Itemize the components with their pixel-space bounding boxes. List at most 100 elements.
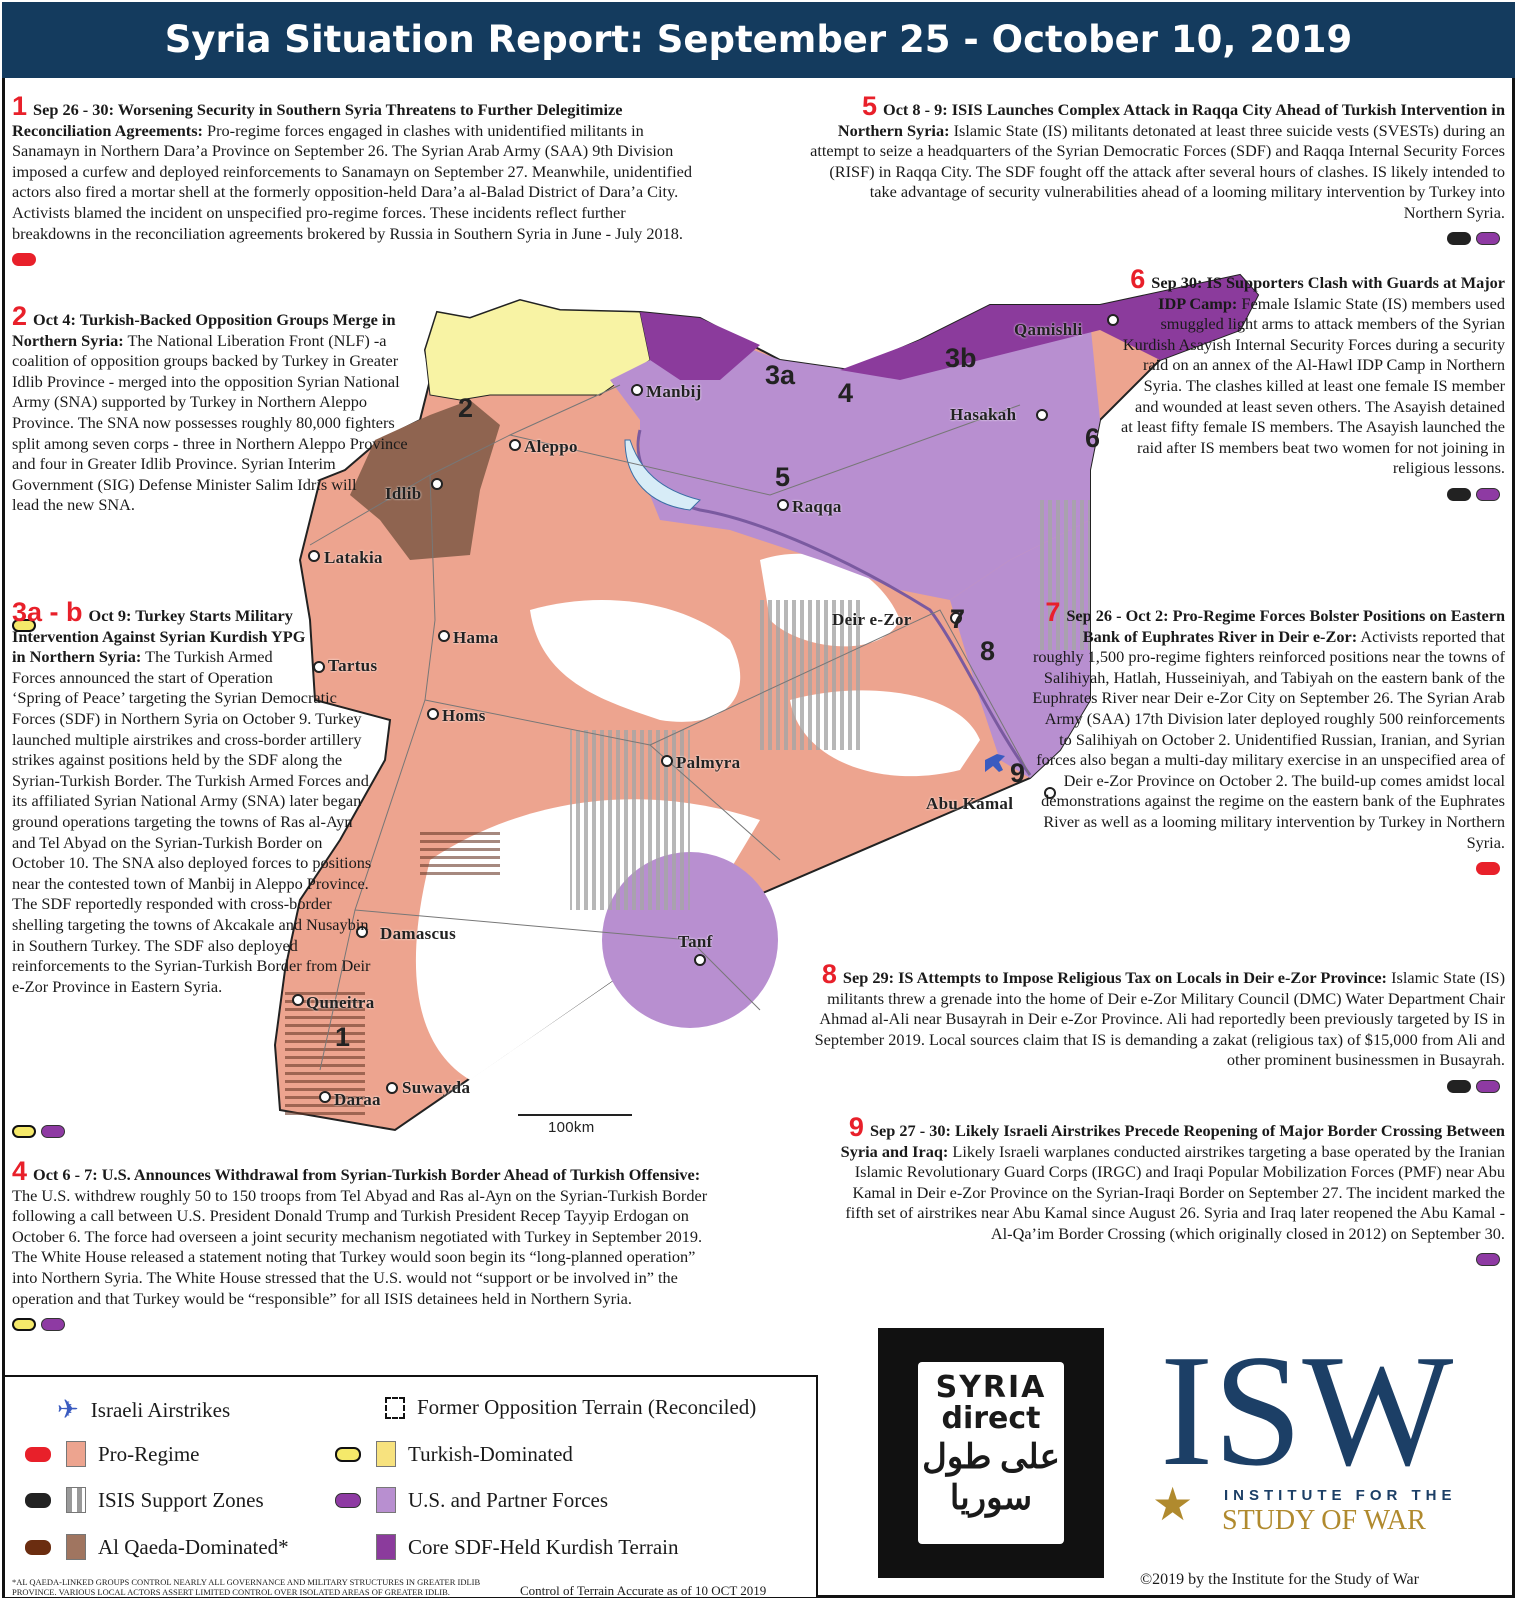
event-9: 9 Sep 27 - 30: Likely Israeli Airstrikes … xyxy=(835,1114,1505,1267)
core-sdf-area xyxy=(640,312,760,380)
text-wrap-spacer xyxy=(282,985,374,1120)
legend-label: Al Qaeda-Dominated* xyxy=(98,1534,289,1559)
event-number: 1 xyxy=(12,91,28,121)
map-event-label: 2 xyxy=(458,393,474,423)
event-headline: Oct 6 - 7: U.S. Announces Withdrawal fro… xyxy=(33,1165,701,1184)
map-event-label: 4 xyxy=(838,378,854,408)
al-qaeda-swatch xyxy=(66,1534,86,1560)
event-body: The U.S. withdrew roughly 50 to 150 troo… xyxy=(12,1185,708,1308)
event-number: 6 xyxy=(1130,264,1146,294)
map-event-label: 6 xyxy=(1085,423,1101,453)
event-number: 8 xyxy=(821,959,837,989)
event-number: 7 xyxy=(1045,597,1061,627)
pro-regime-marker xyxy=(1476,861,1500,875)
city-label: Idlib xyxy=(385,484,422,503)
city-label: Raqqa xyxy=(792,497,842,516)
event-body: Likely Israeli warplanes conducted airst… xyxy=(845,1141,1505,1243)
event-number: 4 xyxy=(12,1156,28,1186)
isis-marker xyxy=(1447,487,1471,501)
legend-item: ISIS Support Zones xyxy=(25,1487,264,1513)
legend-item: Core SDF-Held Kurdish Terrain xyxy=(366,1534,679,1560)
pro-regime-dot xyxy=(25,1446,51,1462)
city-label: Damascus xyxy=(380,924,457,943)
turkish-dot xyxy=(335,1446,361,1462)
turkish-swatch xyxy=(376,1441,396,1467)
legend-item: U.S. and Partner Forces xyxy=(335,1487,608,1513)
control-note: Control of Terrain Accurate as of 10 OCT… xyxy=(520,1583,767,1598)
legend-item: Turkish-Dominated xyxy=(335,1441,573,1467)
turkish-marker xyxy=(12,618,36,632)
event-5: 5 Oct 8 - 9: ISIS Launches Complex Attack… xyxy=(810,93,1505,246)
event-number: 9 xyxy=(848,1112,864,1142)
event-4: 4 Oct 6 - 7: U.S. Announces Withdrawal fr… xyxy=(12,1158,722,1331)
turkish-dominated-area xyxy=(424,299,651,401)
map-event-label: 8 xyxy=(980,636,996,666)
city-label: Tanf xyxy=(678,932,713,951)
us-partner-area xyxy=(610,320,1100,600)
us-partner-marker xyxy=(41,1124,65,1138)
legend-item: Former Opposition Terrain (Reconciled) xyxy=(375,1395,756,1420)
isw-line2: STUDY OF WAR xyxy=(1222,1505,1426,1536)
text-wrap-spacer xyxy=(308,534,420,614)
us-partner-dot xyxy=(335,1492,361,1508)
event-8: 8 Sep 29: IS Attempts to Impose Religious… xyxy=(780,961,1505,1093)
logo-text: SYRIA xyxy=(935,1370,1047,1405)
event-7: 7 Sep 26 - Oct 2: Pro-Regime Forces Bolst… xyxy=(1030,599,1505,875)
event-body: The National Liberation Front (NLF) -a c… xyxy=(12,330,408,515)
city-label: Suwayda xyxy=(402,1078,471,1097)
map-event-label: 7 xyxy=(950,604,966,634)
logo-text: سوريا xyxy=(949,1480,1033,1517)
city-label: Abu Kamal xyxy=(926,794,1014,813)
al-qaeda-idlib-area xyxy=(350,400,500,560)
legend-label: U.S. and Partner Forces xyxy=(408,1487,609,1512)
road-network xyxy=(309,384,1031,1071)
isis-marker xyxy=(1447,232,1471,246)
event-headline: Oct 4: Turkish-Backed Opposition Groups … xyxy=(12,310,396,350)
al-qaeda-dot xyxy=(25,1539,51,1555)
text-wrap-spacer xyxy=(362,472,420,534)
event-headline: Sep 26 - Oct 2: Pro-Regime Forces Bolste… xyxy=(1066,606,1505,646)
event-body: Islamic State (IS) militants detonated a… xyxy=(810,120,1505,222)
legend-label: Turkish-Dominated xyxy=(408,1441,573,1466)
city-label: Hasakah xyxy=(950,405,1017,424)
reconciled-terrain xyxy=(420,830,500,875)
event-headline: Sep 27 - 30: Likely Israeli Airstrikes P… xyxy=(840,1121,1505,1161)
legend-label: Core SDF-Held Kurdish Terrain xyxy=(408,1534,679,1559)
event-body: Islamic State (IS) militants threw a gre… xyxy=(814,968,1505,1070)
us-partner-marker xyxy=(1476,487,1500,501)
dashed-box-icon xyxy=(385,1396,405,1419)
logo-text: direct xyxy=(941,1401,1041,1436)
syria-direct-logo: SYRIA direct على طول سوريا xyxy=(878,1328,1104,1578)
logo-text: على طول xyxy=(922,1439,1060,1476)
event-number: 5 xyxy=(862,91,878,121)
event-headline: Oct 8 - 9: ISIS Launches Complex Attack … xyxy=(837,100,1505,140)
city-markers xyxy=(292,314,1119,1103)
pro-regime-marker xyxy=(12,252,36,266)
us-partner-marker xyxy=(1476,232,1500,246)
city-label: Palmyra xyxy=(676,753,741,772)
map-event-label: 9 xyxy=(1010,758,1026,788)
event-1: 1 Sep 26 - 30: Worsening Security in Sout… xyxy=(12,93,702,266)
us-partner-marker xyxy=(1476,1079,1500,1093)
turkish-marker xyxy=(12,1124,36,1138)
city-label: Aleppo xyxy=(524,437,578,456)
isis-dot xyxy=(25,1492,51,1508)
city-label: Quneitra xyxy=(306,993,375,1012)
map-event-label: 3b xyxy=(945,343,977,373)
scale-label: 100km xyxy=(548,1119,595,1136)
event-headline: Sep 30: IS Supporters Clash with Guards … xyxy=(1151,273,1505,313)
city-label: Daraa xyxy=(334,1090,381,1109)
event-body: The Turkish Armed Forces announced the s… xyxy=(12,647,372,996)
star-icon: ★ xyxy=(1152,1479,1194,1530)
isis-support-zone xyxy=(760,600,860,750)
legend-label: Pro-Regime xyxy=(98,1441,200,1466)
event-body: Pro-regime forces engaged in clashes wit… xyxy=(12,120,692,243)
city-label: Homs xyxy=(442,706,486,725)
us-partner-marker xyxy=(1476,1253,1500,1267)
map-event-label: 1 xyxy=(335,1022,351,1052)
page-title: Syria Situation Report: September 25 - O… xyxy=(2,2,1515,78)
footnote: *Al Qaeda-linked groups control nearly a… xyxy=(12,1577,481,1597)
core-sdf-swatch xyxy=(376,1534,396,1560)
us-partner-swatch xyxy=(376,1487,396,1513)
event-number: 2 xyxy=(12,301,28,331)
